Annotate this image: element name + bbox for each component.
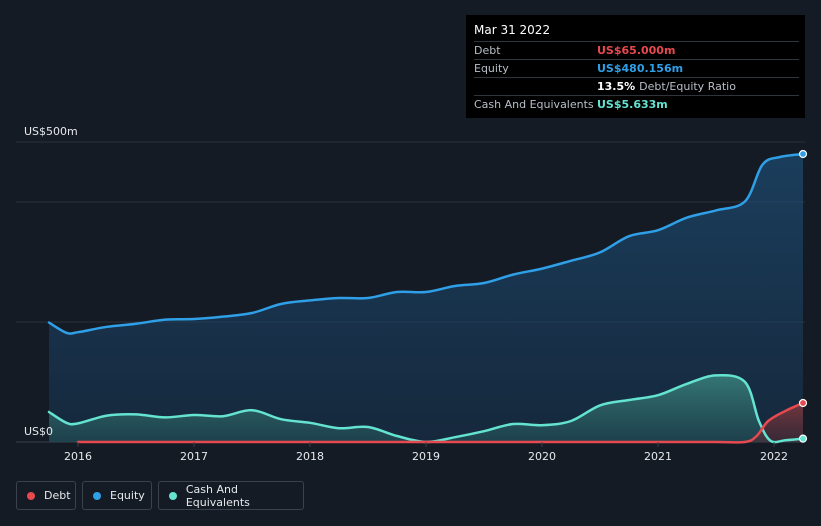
- tooltip-cash-label: Cash And Equivalents: [474, 98, 594, 111]
- tooltip-cash-value: US$5.633m: [597, 98, 668, 111]
- debt-end-marker[interactable]: [798, 398, 808, 408]
- tooltip-ratio-value: 13.5%: [597, 80, 636, 93]
- x-tick-label-5: 2021: [644, 450, 672, 463]
- x-tick-label-2: 2018: [296, 450, 324, 463]
- tooltip-ratio: 13.5% Debt/Equity Ratio: [597, 78, 736, 95]
- tooltip-row-equity: Equity US$480.156m: [474, 59, 799, 77]
- x-tick-label-4: 2020: [528, 450, 556, 463]
- legend-item-equity[interactable]: Equity: [82, 481, 152, 510]
- cash-and-equivalents-line: [47, 373, 805, 444]
- cash-and-equivalents-area: [49, 375, 803, 443]
- tooltip-debt-label: Debt: [474, 44, 501, 57]
- tooltip-date: Mar 31 2022: [474, 23, 551, 37]
- y-tick-label-0: US$500m: [24, 125, 78, 138]
- cash-and-equivalents-end-marker[interactable]: [798, 434, 808, 443]
- legend-equity-label: Equity: [110, 489, 145, 502]
- tooltip-row-cash: Cash And Equivalents US$5.633m: [474, 95, 799, 113]
- x-tick-label-3: 2019: [412, 450, 440, 463]
- equity-dot-icon: [93, 491, 101, 500]
- legend-cash-label: Cash And Equivalents: [185, 482, 250, 509]
- tooltip-row-ratio: 13.5% Debt/Equity Ratio: [474, 77, 799, 95]
- x-tick-label-0: 2016: [64, 450, 92, 463]
- tooltip-debt-value: US$65.000m: [597, 44, 676, 57]
- x-tick-label-1: 2017: [180, 450, 208, 463]
- cash-dot-icon: [169, 491, 177, 500]
- tooltip-equity-value: US$480.156m: [597, 62, 684, 75]
- legend-debt-label: Debt: [44, 489, 71, 502]
- legend-item-cash[interactable]: Cash And Equivalents: [158, 481, 304, 510]
- y-tick-label-1: US$0: [24, 425, 53, 438]
- equity-end-marker[interactable]: [798, 149, 808, 159]
- tooltip-row-debt: Debt US$65.000m: [474, 41, 799, 59]
- equity-line: [47, 152, 805, 335]
- x-tick-label-6: 2022: [760, 450, 788, 463]
- debt-dot-icon: [27, 491, 35, 500]
- legend-item-debt[interactable]: Debt: [16, 481, 76, 510]
- tooltip-equity-label: Equity: [474, 62, 509, 75]
- equity-area: [49, 154, 803, 442]
- tooltip-ratio-label: Debt/Equity Ratio: [639, 80, 736, 93]
- data-tooltip: Mar 31 2022 Debt US$65.000m Equity US$48…: [466, 15, 805, 118]
